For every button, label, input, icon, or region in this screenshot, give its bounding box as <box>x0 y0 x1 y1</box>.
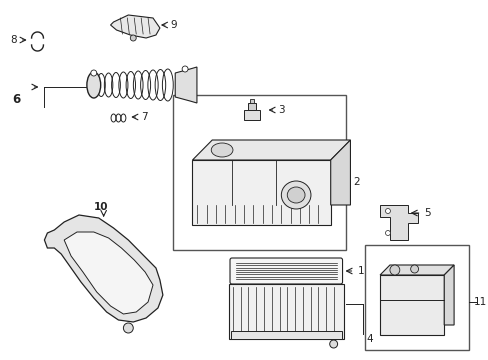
Circle shape <box>385 208 389 213</box>
Bar <box>228 284 343 339</box>
Bar <box>247 103 255 110</box>
Circle shape <box>410 265 418 273</box>
Circle shape <box>389 265 399 275</box>
Ellipse shape <box>286 187 305 203</box>
Ellipse shape <box>87 72 101 98</box>
Text: 3: 3 <box>278 105 285 115</box>
Polygon shape <box>110 15 160 38</box>
Text: 10: 10 <box>94 202 108 212</box>
Bar <box>172 95 345 250</box>
Polygon shape <box>64 232 153 314</box>
Polygon shape <box>379 205 417 240</box>
Text: 2: 2 <box>353 177 359 187</box>
Bar <box>192 160 330 225</box>
Text: 5: 5 <box>424 208 430 218</box>
Bar <box>249 99 253 103</box>
Polygon shape <box>330 140 350 205</box>
Text: 7: 7 <box>141 112 147 122</box>
Circle shape <box>329 340 337 348</box>
Polygon shape <box>443 265 453 325</box>
Circle shape <box>182 66 188 72</box>
Text: 4: 4 <box>366 334 372 344</box>
Bar <box>244 110 259 120</box>
Text: 9: 9 <box>170 20 177 30</box>
Ellipse shape <box>211 143 232 157</box>
Circle shape <box>91 70 97 76</box>
Bar <box>379 275 443 335</box>
Polygon shape <box>379 265 453 275</box>
Circle shape <box>123 323 133 333</box>
Text: 1: 1 <box>357 266 363 276</box>
Text: 6: 6 <box>12 93 20 105</box>
Text: 11: 11 <box>473 297 486 307</box>
Text: 8: 8 <box>10 35 17 45</box>
Polygon shape <box>175 67 197 103</box>
Bar <box>230 331 341 339</box>
Polygon shape <box>44 215 163 322</box>
Bar <box>365 245 468 350</box>
FancyBboxPatch shape <box>229 258 342 284</box>
Polygon shape <box>192 140 350 160</box>
Circle shape <box>130 35 136 41</box>
Ellipse shape <box>281 181 310 209</box>
Circle shape <box>385 230 389 235</box>
